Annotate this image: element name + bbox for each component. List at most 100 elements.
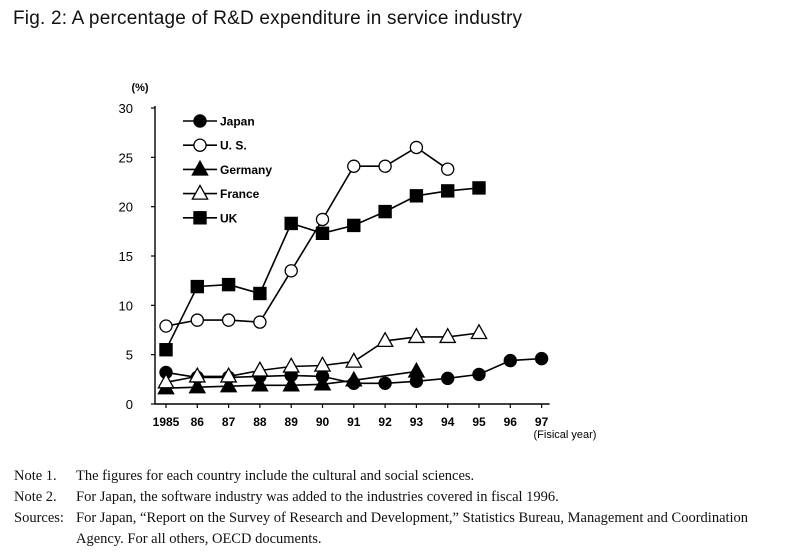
x-tick-label: 86 <box>191 415 205 429</box>
data-point <box>438 327 457 344</box>
data-point <box>188 366 207 383</box>
data-point <box>193 114 207 128</box>
data-point <box>378 204 392 219</box>
data-point <box>219 376 238 393</box>
series-france <box>157 323 488 389</box>
y-unit-label: (%) <box>131 82 148 94</box>
x-tick-label: 96 <box>504 415 518 429</box>
legend-item: Germany <box>183 159 272 177</box>
sources-text: For Japan, “Report on the Survey of Rese… <box>76 510 749 547</box>
data-point <box>347 218 361 233</box>
legend-item: U. S. <box>183 138 247 153</box>
data-point <box>251 360 269 377</box>
data-point <box>159 343 173 357</box>
data-point <box>409 189 424 203</box>
data-point <box>251 375 269 392</box>
data-point <box>409 140 424 155</box>
legend-item: France <box>183 184 260 201</box>
sources-note: Sources: For Japan, “Report on the Surve… <box>14 508 776 550</box>
data-point <box>503 353 518 368</box>
data-point <box>190 279 205 294</box>
series-layer <box>157 140 549 395</box>
note-2: Note 2. For Japan, the software industry… <box>14 487 776 508</box>
x-tick-label: 1985 <box>153 415 180 429</box>
data-point <box>193 138 207 152</box>
data-point <box>407 327 426 344</box>
series-u-s <box>159 140 455 333</box>
line-chart: (%) (Fisical year) 0 5 10 15 20 25 30 1985 86 87 8… <box>119 82 597 441</box>
x-tick-label: 94 <box>441 415 455 429</box>
x-tick-label: 91 <box>347 415 361 429</box>
note-1-text: The figures for each country include the… <box>76 468 475 484</box>
data-point <box>221 277 236 292</box>
legend-label: U. S. <box>220 139 247 153</box>
data-point <box>191 159 209 176</box>
data-point <box>282 356 300 373</box>
y-tick-label: 25 <box>119 150 133 165</box>
data-point <box>221 313 236 327</box>
series-germany <box>157 361 426 395</box>
axes: 0 5 10 15 20 25 30 1985 86 87 88 89 90 91 92 93 94 95 96 97 <box>119 101 550 429</box>
series-line <box>165 146 449 327</box>
legend-label: UK <box>220 211 238 225</box>
x-tick-label: 95 <box>472 415 486 429</box>
legend: Japan U. S. Germany France UK <box>183 114 272 225</box>
data-point <box>253 315 267 329</box>
data-point <box>376 331 394 348</box>
legend-label: France <box>220 187 260 201</box>
legend-item: UK <box>183 211 238 225</box>
data-point <box>407 361 426 378</box>
legend-item: Japan <box>183 114 255 129</box>
x-tick-label: 89 <box>285 415 299 429</box>
data-point <box>378 159 392 173</box>
data-point <box>193 211 207 225</box>
data-point <box>345 352 363 368</box>
y-tick-label: 0 <box>126 397 133 412</box>
data-point <box>190 313 205 327</box>
x-axis-note: (Fisical year) <box>534 429 597 441</box>
data-point <box>191 184 209 200</box>
y-tick-label: 30 <box>119 101 133 116</box>
note-1: Note 1. The figures for each country inc… <box>14 466 776 487</box>
series-uk <box>159 181 486 357</box>
notes: Note 1. The figures for each country inc… <box>14 466 776 550</box>
data-point <box>219 366 238 383</box>
data-point <box>470 323 488 340</box>
data-point <box>315 212 330 227</box>
note-2-text: For Japan, the software industry was add… <box>76 489 559 505</box>
data-point <box>313 356 332 372</box>
data-point <box>441 162 455 176</box>
data-point <box>378 376 392 390</box>
x-tick-label: 90 <box>316 415 330 429</box>
series-line <box>165 187 480 351</box>
x-tick-label: 93 <box>410 415 424 429</box>
data-point <box>472 181 486 195</box>
data-point <box>253 286 267 301</box>
note-1-label: Note 1. <box>14 468 57 484</box>
data-point <box>188 377 207 394</box>
data-point <box>347 159 361 173</box>
data-point <box>313 374 332 391</box>
x-tick-label: 87 <box>222 415 236 429</box>
data-point <box>315 226 330 241</box>
data-point <box>282 375 300 392</box>
y-tick-label: 5 <box>126 348 133 363</box>
data-point <box>534 351 549 366</box>
y-tick-label: 15 <box>119 249 133 264</box>
data-point <box>441 371 455 386</box>
legend-label: Germany <box>220 163 272 177</box>
data-point <box>345 370 363 387</box>
data-point <box>284 264 298 278</box>
data-point <box>284 216 298 231</box>
x-tick-label: 97 <box>535 415 549 429</box>
figure-title: Fig. 2: A percentage of R&D expenditure … <box>13 8 523 29</box>
sources-label: Sources: <box>14 510 64 526</box>
note-2-label: Note 2. <box>14 489 57 505</box>
legend-label: Japan <box>220 115 255 129</box>
x-tick-label: 88 <box>253 415 267 429</box>
x-tick-label: 92 <box>378 415 392 429</box>
data-point <box>472 367 486 382</box>
data-point <box>157 372 175 389</box>
data-point <box>440 184 455 198</box>
y-tick-label: 10 <box>119 298 133 313</box>
